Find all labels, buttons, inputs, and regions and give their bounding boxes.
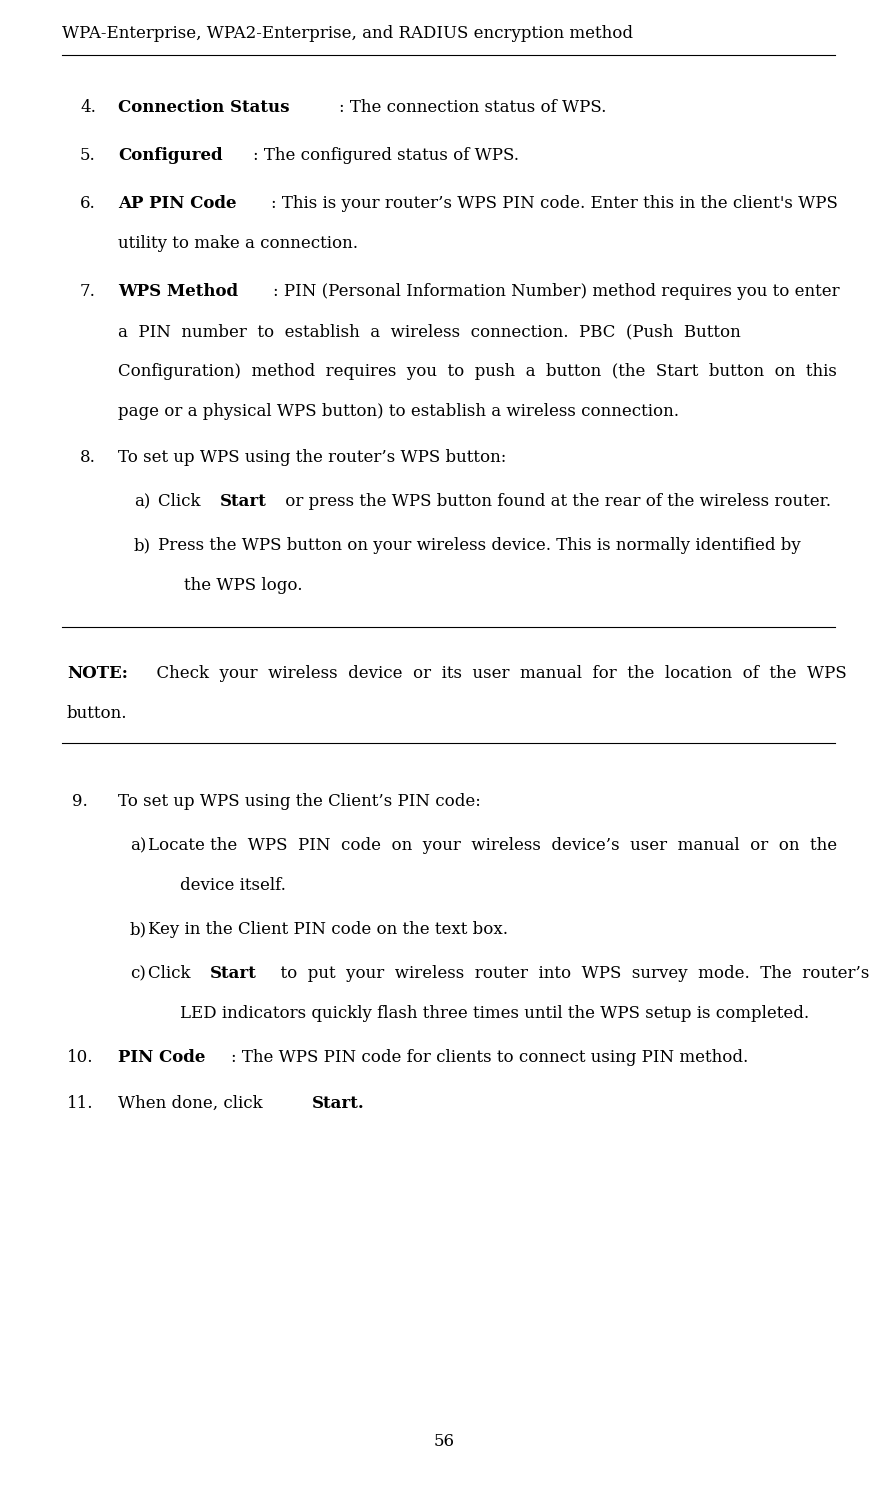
Text: : The WPS PIN code for clients to connect using PIN method.: : The WPS PIN code for clients to connec… [231, 1048, 748, 1066]
Text: 11.: 11. [67, 1094, 93, 1112]
Text: the WPS logo.: the WPS logo. [184, 578, 302, 594]
Text: Press the WPS button on your wireless device. This is normally identified by: Press the WPS button on your wireless de… [158, 538, 801, 554]
Text: a): a) [130, 838, 147, 854]
Text: : This is your router’s WPS PIN code. Enter this in the client's WPS: : This is your router’s WPS PIN code. En… [271, 195, 837, 212]
Text: LED indicators quickly flash three times until the WPS setup is completed.: LED indicators quickly flash three times… [180, 1005, 809, 1022]
Text: a): a) [134, 493, 150, 509]
Text: 56: 56 [434, 1433, 455, 1449]
Text: Configuration)  method  requires  you  to  push  a  button  (the  Start  button : Configuration) method requires you to pu… [118, 362, 837, 380]
Text: or press the WPS button found at the rear of the wireless router.: or press the WPS button found at the rea… [280, 493, 831, 509]
Text: page or a physical WPS button) to establish a wireless connection.: page or a physical WPS button) to establ… [118, 402, 679, 420]
Text: Connection Status: Connection Status [118, 99, 290, 116]
Text: 8.: 8. [80, 448, 96, 466]
Text: WPA-Enterprise, WPA2-Enterprise, and RADIUS encryption method: WPA-Enterprise, WPA2-Enterprise, and RAD… [62, 25, 633, 42]
Text: Click: Click [158, 493, 205, 509]
Text: WPS Method: WPS Method [118, 284, 238, 300]
Text: device itself.: device itself. [180, 878, 286, 894]
Text: Start: Start [220, 493, 267, 509]
Text: Key in the Client PIN code on the text box.: Key in the Client PIN code on the text b… [148, 921, 508, 939]
Text: Click: Click [148, 965, 196, 982]
Text: When done, click: When done, click [118, 1094, 268, 1112]
Text: 5.: 5. [80, 147, 96, 163]
Text: Start: Start [210, 965, 257, 982]
Text: button.: button. [67, 705, 127, 722]
Text: Start.: Start. [311, 1094, 364, 1112]
Text: AP PIN Code: AP PIN Code [118, 195, 236, 212]
Text: Check  your  wireless  device  or  its  user  manual  for  the  location  of  th: Check your wireless device or its user m… [146, 665, 846, 682]
Text: : PIN (Personal Information Number) method requires you to enter: : PIN (Personal Information Number) meth… [273, 284, 839, 300]
Text: a  PIN  number  to  establish  a  wireless  connection.  PBC  (Push  Button: a PIN number to establish a wireless con… [118, 324, 741, 340]
Text: NOTE:: NOTE: [67, 665, 128, 682]
Text: Configured: Configured [118, 147, 222, 163]
Text: utility to make a connection.: utility to make a connection. [118, 235, 358, 252]
Text: PIN Code: PIN Code [118, 1048, 205, 1066]
Text: Locate the  WPS  PIN  code  on  your  wireless  device’s  user  manual  or  on  : Locate the WPS PIN code on your wireless… [148, 838, 837, 854]
Text: 9.: 9. [72, 793, 88, 809]
Text: 10.: 10. [67, 1048, 93, 1066]
Text: to  put  your  wireless  router  into  WPS  survey  mode.  The  router’s: to put your wireless router into WPS sur… [270, 965, 869, 982]
Text: b): b) [134, 538, 151, 554]
Text: b): b) [130, 921, 147, 939]
Text: To set up WPS using the router’s WPS button:: To set up WPS using the router’s WPS but… [118, 448, 507, 466]
Text: 7.: 7. [80, 284, 96, 300]
Text: To set up WPS using the Client’s PIN code:: To set up WPS using the Client’s PIN cod… [118, 793, 481, 809]
Text: : The connection status of WPS.: : The connection status of WPS. [340, 99, 606, 116]
Text: : The configured status of WPS.: : The configured status of WPS. [253, 147, 519, 163]
Text: 6.: 6. [80, 195, 96, 212]
Text: c): c) [130, 965, 146, 982]
Text: 4.: 4. [80, 99, 96, 116]
